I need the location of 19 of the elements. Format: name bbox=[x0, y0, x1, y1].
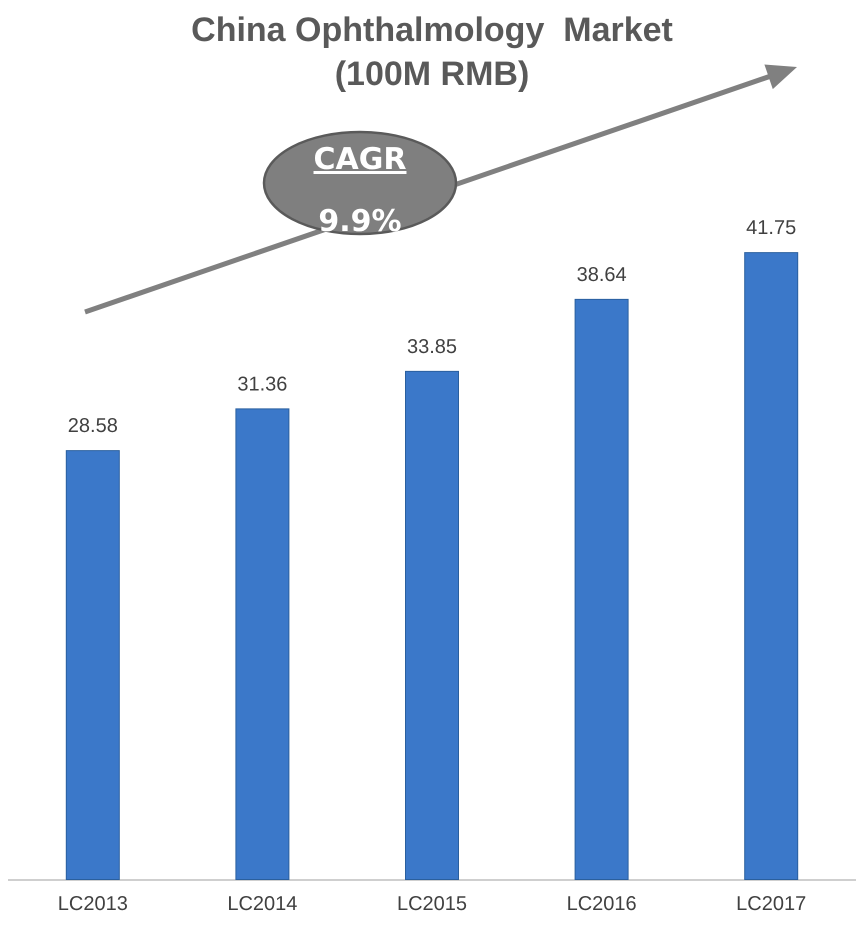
data-label: 31.36 bbox=[237, 373, 288, 396]
x-tick-label: LC2015 bbox=[396, 893, 468, 915]
bar bbox=[405, 370, 459, 880]
data-label: 38.64 bbox=[576, 264, 627, 286]
x-tick-label: LC2016 bbox=[566, 893, 637, 915]
text: 9.9% bbox=[318, 204, 402, 239]
x-tick-label: LC2014 bbox=[227, 893, 298, 915]
bar bbox=[744, 252, 798, 880]
x-tick-label: LC2017 bbox=[736, 893, 806, 915]
text: CAGR bbox=[314, 142, 406, 177]
data-label: 28.58 bbox=[68, 415, 118, 438]
chart-subtitle: (100M RMB) bbox=[334, 55, 530, 93]
data-label: 33.85 bbox=[406, 336, 458, 358]
bar bbox=[66, 450, 120, 880]
x-tick-label: LC2013 bbox=[58, 893, 128, 915]
data-label: 41.75 bbox=[746, 217, 796, 240]
chart-title: China Ophthalmology Market bbox=[191, 11, 673, 49]
bar bbox=[235, 408, 290, 880]
bar bbox=[574, 298, 629, 880]
